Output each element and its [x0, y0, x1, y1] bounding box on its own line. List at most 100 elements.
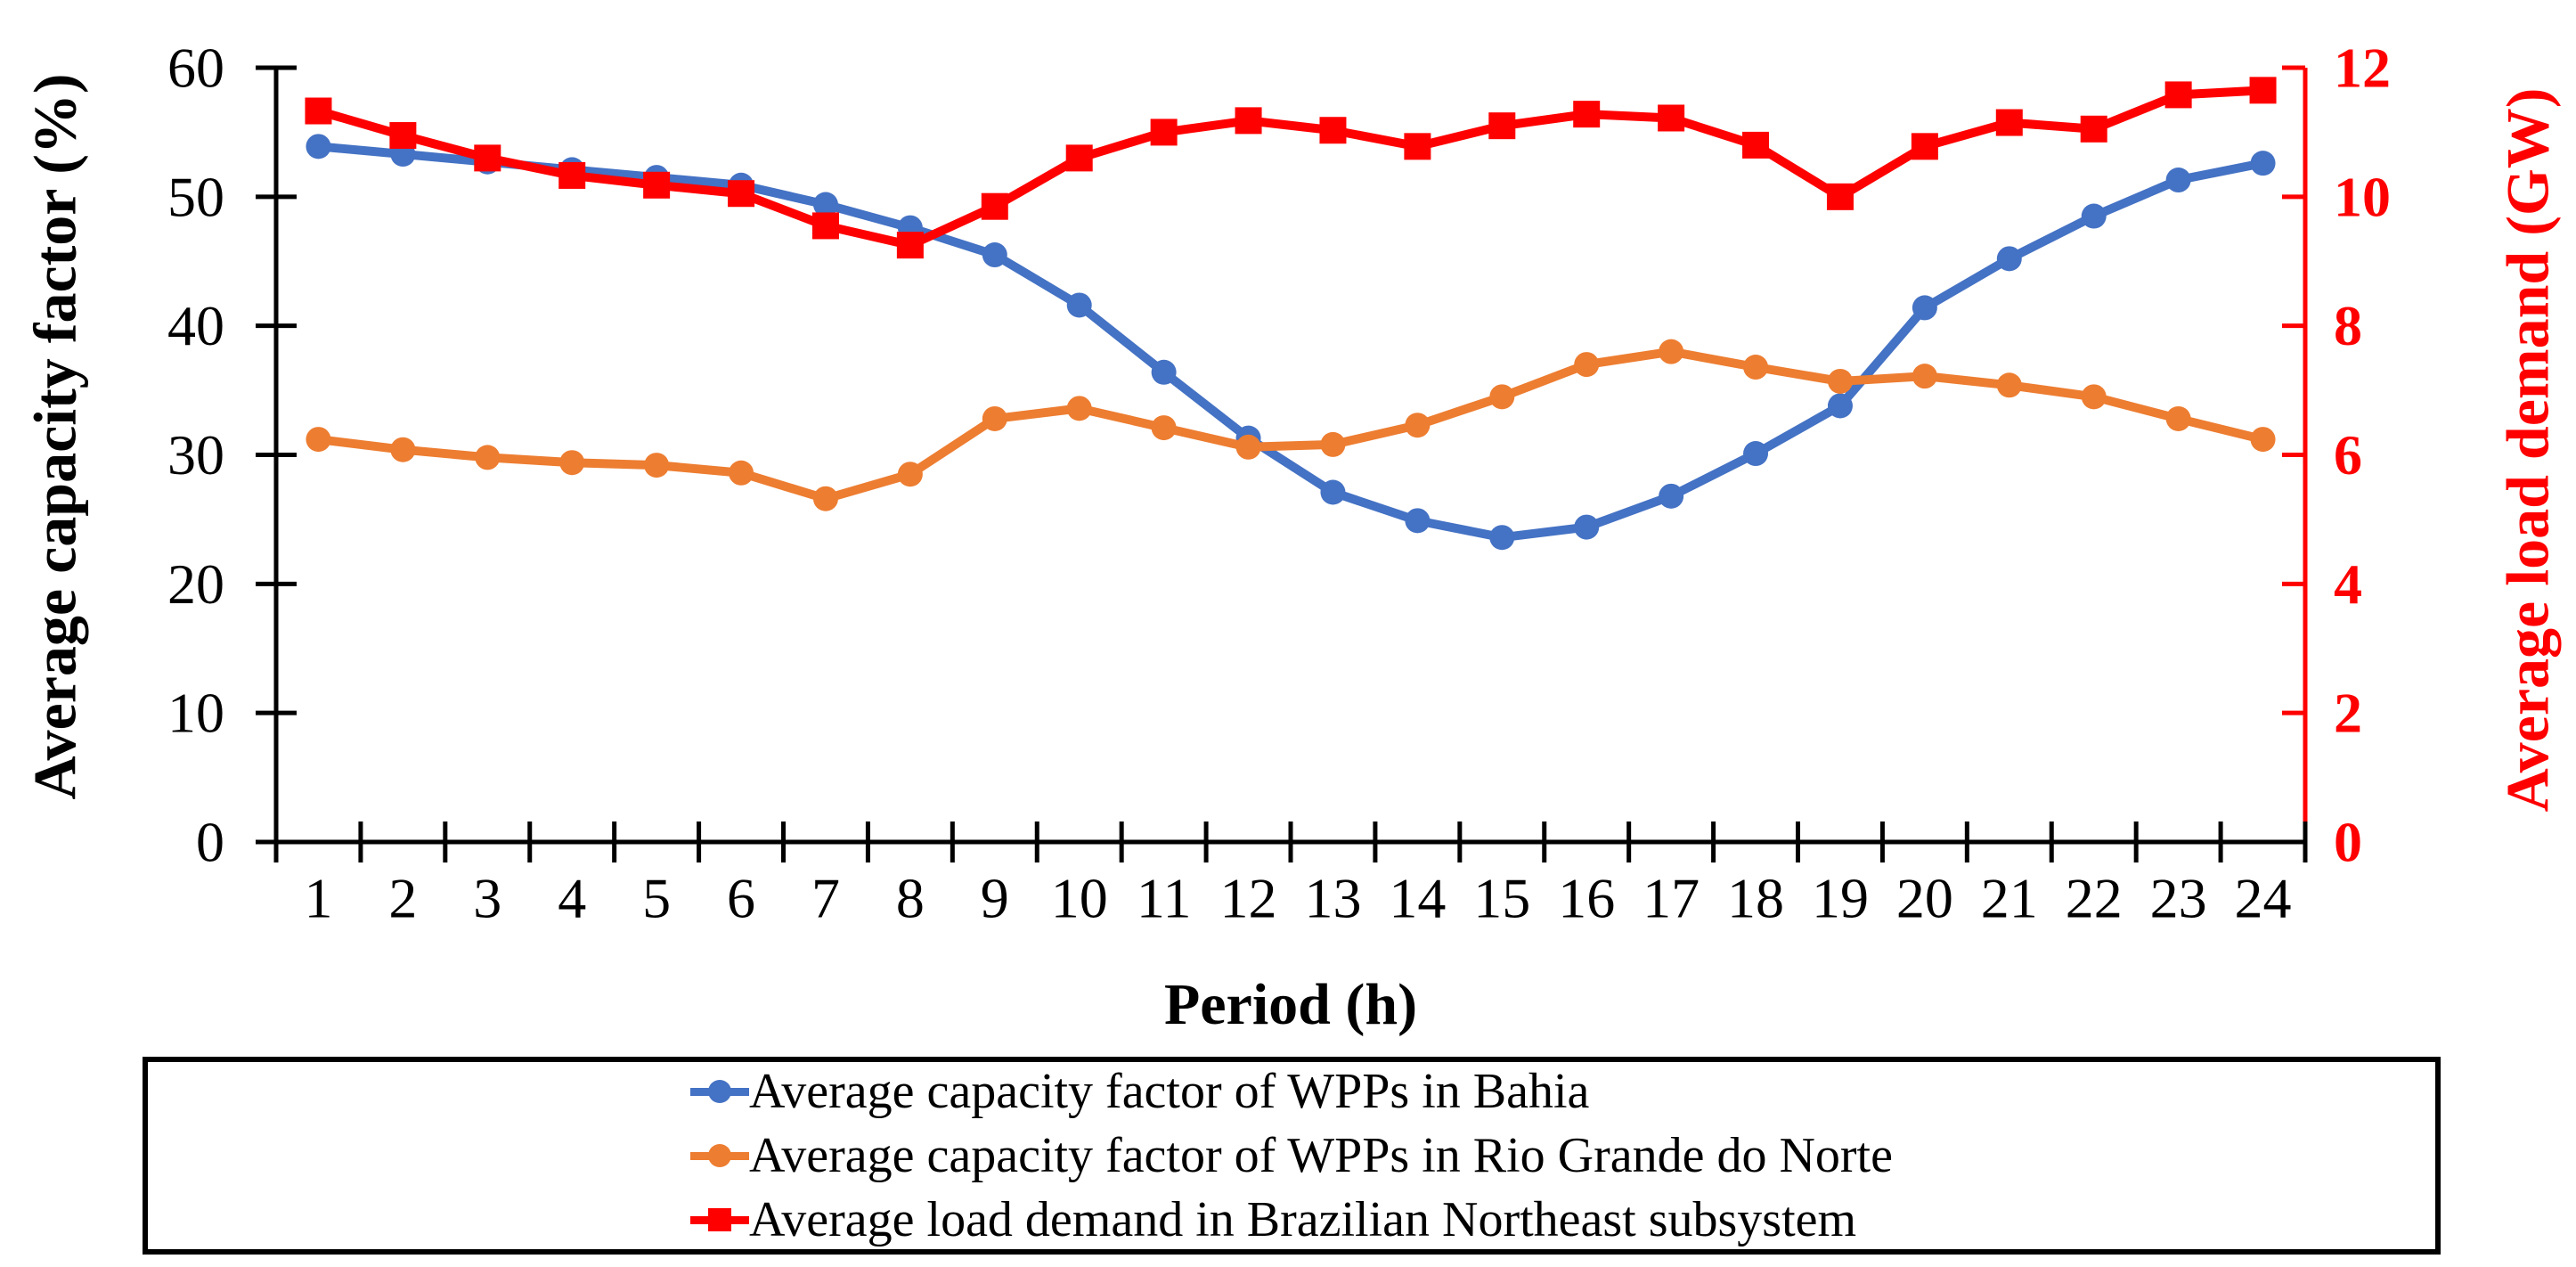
data-point-square	[1742, 131, 1770, 159]
x-tick-label: 13	[1304, 867, 1361, 930]
data-point-circle	[1235, 434, 1261, 460]
left-y-tick-label: 0	[196, 811, 224, 874]
data-point-circle	[2165, 168, 2191, 193]
right-y-tick-label: 8	[2334, 294, 2362, 357]
x-tick-label: 2	[388, 867, 417, 930]
x-tick-label: 12	[1220, 867, 1277, 930]
data-point-square	[2249, 77, 2277, 104]
data-point-square	[2080, 115, 2107, 143]
right-y-tick-label: 6	[2334, 423, 2362, 486]
legend-label: Average capacity factor of WPPs in Bahia	[749, 1064, 1590, 1119]
legend-label: Average capacity factor of WPPs in Rio G…	[749, 1128, 1893, 1183]
x-tick-label: 7	[811, 867, 840, 930]
x-tick-label: 15	[1473, 867, 1530, 930]
x-tick-label: 6	[727, 867, 755, 930]
data-point-circle	[2081, 384, 2107, 410]
left-y-axis-title: Average capacity factor (%)	[20, 73, 89, 800]
x-tick-label: 20	[1896, 867, 1953, 930]
x-tick-label: 24	[2235, 867, 2292, 930]
x-tick-label: 14	[1389, 867, 1446, 930]
data-point-circle	[559, 450, 585, 476]
x-tick-label: 8	[896, 867, 925, 930]
left-y-tick-label: 50	[167, 165, 224, 228]
data-point-square	[558, 161, 586, 189]
data-point-circle	[897, 462, 923, 487]
x-tick-label: 17	[1643, 867, 1700, 930]
legend-item-load-demand: Average load demand in Brazilian Northea…	[690, 1192, 1893, 1247]
series-line-bahia	[314, 142, 2268, 543]
x-tick-label: 16	[1558, 867, 1615, 930]
data-point-circle	[1659, 339, 1684, 364]
data-point-square	[305, 97, 332, 125]
data-point-circle	[1827, 368, 1853, 394]
data-point-circle	[306, 134, 331, 159]
data-point-square	[1404, 133, 1431, 160]
series-line-rio-grande-do-norte	[314, 347, 2268, 503]
data-point-square	[1319, 117, 1347, 144]
x-tick-label: 21	[1981, 867, 2038, 930]
legend-item-bahia: Average capacity factor of WPPs in Bahia	[690, 1064, 1893, 1119]
data-point-square	[1488, 112, 1516, 140]
data-point-circle	[1574, 514, 1600, 540]
data-point-circle	[644, 453, 670, 478]
x-tick-label: 5	[642, 867, 671, 930]
legend-marker-circle-orange-icon	[690, 1138, 750, 1173]
data-point-circle	[1743, 441, 1769, 467]
legend-rows: Average capacity factor of WPPs in Bahia…	[690, 1064, 1893, 1247]
data-point-circle	[982, 405, 1007, 431]
legend-item-rio-grande-do-norte: Average capacity factor of WPPs in Rio G…	[690, 1128, 1893, 1183]
series-line-load-demand	[314, 86, 2268, 250]
data-point-square	[1826, 183, 1854, 210]
data-point-circle	[1743, 355, 1769, 380]
data-point-square	[1065, 144, 1093, 172]
data-point-circle	[306, 427, 331, 453]
data-point-circle	[1996, 372, 2022, 398]
data-point-circle	[812, 192, 838, 217]
legend-label: Average load demand in Brazilian Northea…	[749, 1192, 1857, 1247]
data-point-square	[728, 180, 755, 208]
data-point-square	[643, 171, 671, 199]
data-point-square	[1235, 107, 1262, 135]
data-point-square	[1573, 101, 1601, 128]
data-point-circle	[1066, 396, 1092, 421]
data-point-circle	[1912, 295, 1937, 321]
data-point-circle	[390, 437, 416, 462]
data-point-square	[2164, 81, 2192, 109]
data-point-circle	[1996, 246, 2022, 272]
data-point-square	[1658, 104, 1685, 132]
data-point-circle	[2250, 427, 2276, 453]
data-point-square	[389, 122, 417, 150]
left-y-tick-label: 20	[167, 552, 224, 616]
left-y-tick-label: 30	[167, 423, 224, 486]
x-tick-label: 22	[2066, 867, 2123, 930]
data-point-circle	[1489, 525, 1515, 551]
data-point-square	[981, 192, 1008, 220]
x-tick-label: 18	[1727, 867, 1784, 930]
x-tick-label: 23	[2150, 867, 2207, 930]
right-y-tick-label: 12	[2334, 37, 2391, 100]
data-point-circle	[1659, 483, 1684, 509]
right-y-tick-label: 10	[2334, 165, 2391, 228]
data-point-circle	[1151, 359, 1177, 385]
x-tick-label: 9	[981, 867, 1009, 930]
data-point-square	[811, 212, 839, 240]
data-point-circle	[1827, 393, 1853, 419]
x-axis-title: Period (h)	[1163, 972, 1418, 1037]
x-tick-label: 1	[304, 867, 332, 930]
data-point-circle	[2081, 203, 2107, 229]
data-point-circle	[2250, 151, 2276, 176]
right-y-tick-label: 0	[2334, 811, 2362, 874]
right-y-axis-title: Average load demand (GW)	[2493, 87, 2562, 813]
x-tick-label: 4	[558, 867, 586, 930]
data-point-circle	[1574, 352, 1600, 378]
data-point-circle	[1066, 292, 1092, 318]
x-tick-label: 11	[1137, 867, 1192, 930]
data-point-circle	[1405, 508, 1431, 534]
data-point-circle	[1320, 431, 1346, 457]
data-point-square	[1150, 119, 1178, 146]
data-point-circle	[1489, 384, 1515, 410]
data-point-circle	[729, 460, 754, 486]
x-tick-label: 19	[1812, 867, 1869, 930]
